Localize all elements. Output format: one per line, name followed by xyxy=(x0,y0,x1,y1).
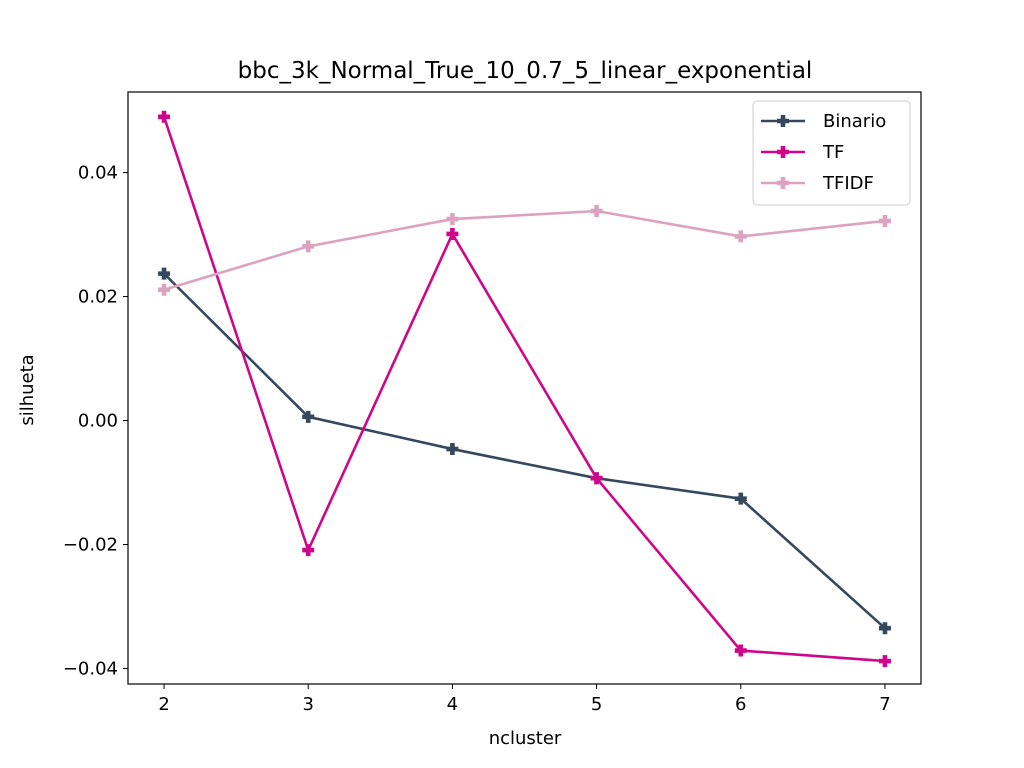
series-binario xyxy=(158,267,891,635)
data-point-tf xyxy=(158,110,171,123)
plot-area: 2 3 4 5 6 7 −0.04 −0.02 0.00 0.02 0.04 Binario TF TFI… xyxy=(63,91,922,715)
series-tf xyxy=(158,110,891,668)
chart-title: bbc_3k_Normal_True_10_0.7_5_linear_expon… xyxy=(238,58,813,84)
legend-marker xyxy=(777,115,789,127)
legend-item-binario: Binario xyxy=(761,111,886,132)
series-tfidf xyxy=(158,205,891,296)
data-point-tfidf xyxy=(446,213,459,226)
y-tick-label: 0.02 xyxy=(78,287,118,308)
data-point-tf xyxy=(446,227,459,240)
y-tick-label: 0.04 xyxy=(78,163,118,184)
legend-label: TF xyxy=(822,142,844,163)
legend-box xyxy=(752,100,911,206)
legend-marker xyxy=(777,177,789,189)
y-axis-label: silhueta xyxy=(17,354,38,425)
series-line-tfidf xyxy=(163,209,886,291)
legend-label: Binario xyxy=(823,111,886,132)
legend: Binario TF TFIDF xyxy=(752,100,911,206)
data-point-tfidf xyxy=(734,230,747,243)
data-point-tfidf xyxy=(878,214,891,227)
data-point-tf xyxy=(878,655,891,668)
legend-label: TFIDF xyxy=(822,173,874,194)
series-line-binario xyxy=(163,272,886,630)
y-tick-label: −0.02 xyxy=(63,535,118,556)
x-axis-label: ncluster xyxy=(489,728,562,749)
x-tick-label: 4 xyxy=(447,694,458,715)
legend-item-tf: TF xyxy=(761,142,844,163)
x-tick-label: 5 xyxy=(591,694,602,715)
series-line-tf xyxy=(162,116,886,663)
data-point-tf xyxy=(734,644,747,657)
y-tick-label: −0.04 xyxy=(63,659,118,680)
data-point-tfidf xyxy=(590,205,603,218)
legend-marker xyxy=(777,146,789,158)
data-point-tfidf xyxy=(158,283,171,296)
y-tick-label: 0.00 xyxy=(78,411,118,432)
axes-frame xyxy=(127,91,922,685)
data-point-binario xyxy=(158,267,171,280)
x-tick-label: 3 xyxy=(303,694,314,715)
x-tick-label: 2 xyxy=(158,694,169,715)
data-point-tfidf xyxy=(302,240,315,253)
x-tick-label: 6 xyxy=(735,694,746,715)
x-tick-label: 7 xyxy=(879,694,890,715)
data-point-tf xyxy=(590,472,603,485)
data-point-binario xyxy=(878,622,891,635)
legend-item-tfidf: TFIDF xyxy=(761,173,874,194)
data-point-binario xyxy=(734,492,747,505)
data-point-binario xyxy=(302,410,315,423)
data-point-tf xyxy=(302,544,315,557)
data-point-binario xyxy=(446,443,459,456)
